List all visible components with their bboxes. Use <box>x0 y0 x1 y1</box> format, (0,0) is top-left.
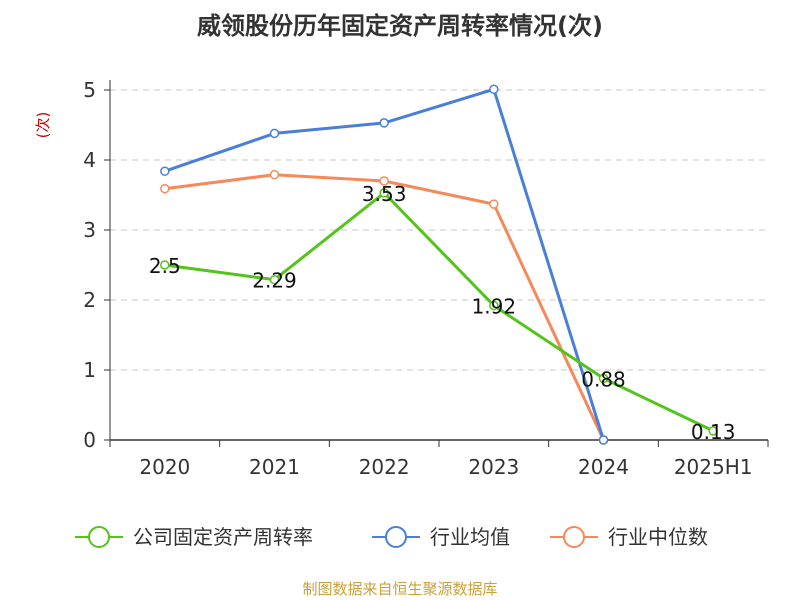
legend-swatch-marker <box>563 526 585 548</box>
data-point <box>489 300 499 311</box>
source-note: 制图数据来自恒生聚源数据库 <box>302 580 497 598</box>
y-tick-label: 2 <box>83 288 96 312</box>
series-line <box>164 173 605 441</box>
data-point <box>379 176 389 186</box>
legend: 公司固定资产周转率 行业均值 行业中位数 <box>75 525 708 549</box>
data-point <box>379 118 389 128</box>
y-tick-label: 0 <box>83 428 96 452</box>
series-lines <box>160 84 718 445</box>
data-point <box>489 84 499 95</box>
y-tick-label: 3 <box>83 218 96 242</box>
y-axis-label: (次) <box>34 112 52 139</box>
data-point <box>269 274 280 285</box>
data-label: 2.29 <box>252 269 297 293</box>
y-tick-label: 5 <box>83 78 96 102</box>
series-line <box>164 191 714 433</box>
data-label: 1.92 <box>472 295 517 319</box>
x-tick-label: 2023 <box>468 455 519 479</box>
data-point <box>160 183 170 194</box>
data-label: 3.53 <box>362 182 407 206</box>
data-point <box>598 373 609 384</box>
grid-lines <box>110 89 768 371</box>
data-point <box>160 166 170 176</box>
data-labels: 2.5 2.29 3.53 1.92 0.88 0.13 <box>149 182 736 444</box>
legend-label: 行业均值 <box>430 525 510 549</box>
data-point <box>269 169 280 180</box>
x-tick-label: 2025H1 <box>674 455 753 479</box>
data-label: 0.88 <box>581 367 626 391</box>
x-tick-label: 2022 <box>359 455 410 479</box>
legend-swatch-marker <box>385 526 407 548</box>
x-tick-label: 2024 <box>578 455 629 479</box>
data-point <box>708 426 718 436</box>
series-line <box>164 87 605 441</box>
axes: 0 1 2 3 4 5 2020 2021 2022 2023 2024 2025H1 <box>83 78 769 479</box>
x-tick-label: 2021 <box>249 455 300 479</box>
data-point <box>269 128 280 139</box>
data-point <box>489 199 499 209</box>
data-point <box>160 260 170 270</box>
legend-label: 行业中位数 <box>608 525 708 549</box>
y-tick-label: 1 <box>83 358 96 382</box>
data-label: 0.13 <box>691 420 736 444</box>
data-label: 2.5 <box>149 254 181 278</box>
data-point <box>598 435 609 445</box>
legend-label: 公司固定资产周转率 <box>133 525 313 549</box>
y-tick-label: 4 <box>83 148 96 172</box>
x-tick-label: 2020 <box>139 455 190 479</box>
data-point <box>379 188 389 198</box>
chart-title: 威领股份历年固定资产周转率情况(次) <box>197 12 603 40</box>
legend-swatch-marker <box>88 526 110 548</box>
